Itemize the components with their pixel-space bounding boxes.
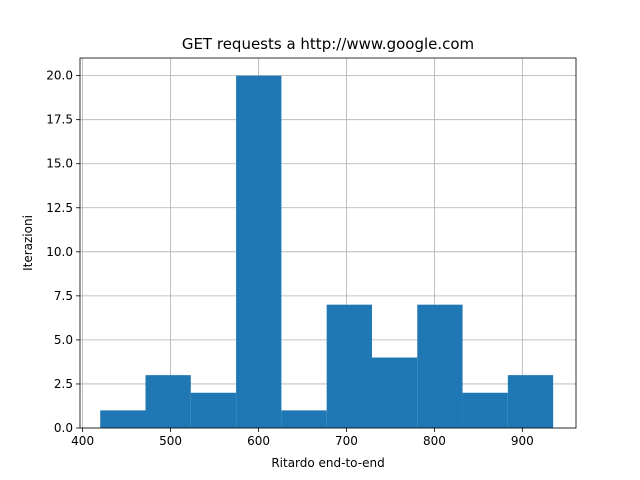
- histogram-bar: [236, 75, 282, 428]
- y-tick-label: 10.0: [46, 245, 73, 259]
- y-tick-label: 0.0: [54, 421, 73, 435]
- x-tick-label: 900: [511, 434, 534, 448]
- y-tick-label: 20.0: [46, 69, 73, 83]
- chart-title: GET requests a http://www.google.com: [182, 35, 474, 53]
- x-tick-label: 500: [159, 434, 182, 448]
- x-axis-label: Ritardo end-to-end: [271, 456, 384, 470]
- y-tick-label: 5.0: [54, 333, 73, 347]
- y-axis-label: Iterazioni: [21, 215, 35, 271]
- x-tick-label: 600: [247, 434, 270, 448]
- histogram-bar: [326, 304, 372, 428]
- histogram-bar: [145, 375, 191, 428]
- histogram-bars: [100, 75, 554, 428]
- y-tick-label: 7.5: [54, 289, 73, 303]
- histogram-bar: [100, 410, 146, 428]
- plot-frame: [79, 57, 577, 429]
- y-tick-label: 17.5: [46, 113, 73, 127]
- histogram-bar: [281, 410, 327, 428]
- histogram-bar: [507, 375, 554, 428]
- histogram-bar: [417, 304, 463, 428]
- grid-lines: [80, 58, 576, 429]
- y-tick-label: 15.0: [46, 157, 73, 171]
- histogram-bar: [190, 392, 237, 428]
- histogram-bar: [371, 357, 418, 428]
- histogram-bar: [462, 392, 508, 428]
- x-tick-label: 700: [335, 434, 358, 448]
- x-tick-label: 400: [71, 434, 94, 448]
- y-tick-label: 12.5: [46, 201, 73, 215]
- y-tick-label: 2.5: [54, 377, 73, 391]
- axis-ticks: 400 500 600 700 800 900 0.0 2.5 5.0 7.5 10.0 12.5 15…: [46, 69, 534, 448]
- x-tick-label: 800: [423, 434, 446, 448]
